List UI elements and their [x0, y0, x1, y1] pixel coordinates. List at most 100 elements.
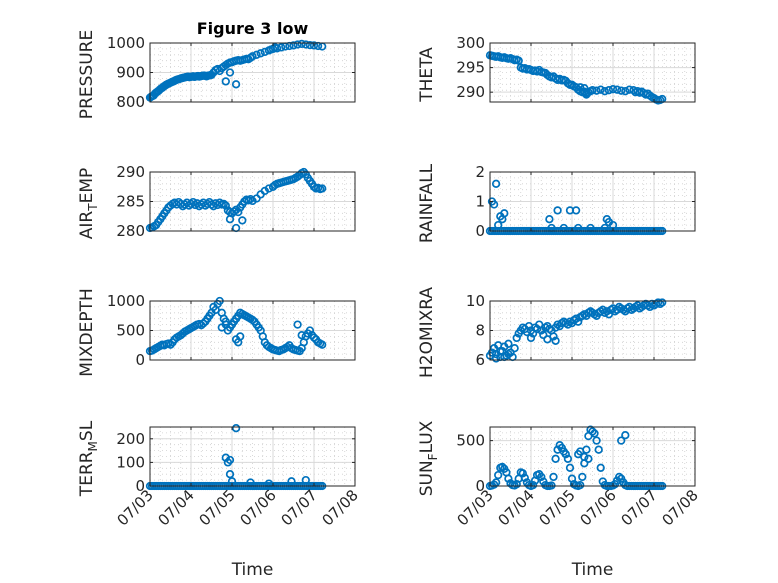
- y-tick-label: 290: [456, 83, 485, 101]
- data-point: [532, 324, 542, 334]
- subplot-theta: 290 295 300 THETA: [417, 34, 696, 105]
- data-point: [574, 317, 583, 326]
- data-point: [225, 455, 235, 465]
- subplot-rainfall: 0 1 2 RAINFALL: [417, 163, 696, 243]
- y-tick-label: 295: [456, 59, 485, 77]
- data-point: [617, 436, 626, 445]
- subplot-terr-msl: 010020007/0307/0407/0507/0607/0707/08TER…: [77, 420, 362, 580]
- data-point: [576, 447, 585, 456]
- data-point: [217, 323, 226, 332]
- data-point: [615, 472, 624, 482]
- axes-frame: [489, 42, 696, 103]
- data-point: [543, 335, 552, 344]
- data-point: [309, 41, 319, 50]
- y-axis-label: THETA: [417, 47, 437, 103]
- y-tick-label: 0: [475, 477, 485, 495]
- data-point: [561, 450, 570, 459]
- x-tick-label: 07/06: [577, 486, 620, 529]
- data-point: [658, 298, 667, 307]
- y-tick-label: 200: [116, 430, 145, 448]
- data-point: [504, 474, 513, 483]
- data-point: [510, 344, 519, 353]
- data-point: [563, 454, 573, 463]
- y-axis-label: AIRTEMP: [77, 168, 100, 239]
- data-point: [301, 40, 310, 49]
- data-point: [219, 199, 228, 209]
- data-point: [491, 354, 501, 363]
- y-tick-label: 900: [116, 64, 145, 82]
- x-axis-label: Time: [571, 560, 614, 580]
- y-tick-label: 0: [135, 351, 145, 369]
- data-point: [608, 85, 618, 94]
- data-point: [526, 333, 536, 343]
- x-tick-label: 07/04: [495, 486, 538, 529]
- subplot-sunflux: 050007/0307/0407/0507/0607/0707/08SUNFLU…: [417, 420, 702, 580]
- data-point: [238, 216, 247, 225]
- x-tick-label: 07/08: [319, 486, 362, 529]
- x-tick-label: 07/07: [618, 486, 661, 529]
- data-point: [225, 68, 235, 77]
- data-point: [266, 45, 276, 54]
- data-point: [596, 85, 605, 94]
- subplot-pressure: 800 900 1000 PRESSURE Figure 3 low: [77, 19, 356, 119]
- y-tick-label: 285: [116, 193, 145, 211]
- x-tick-label: 07/04: [155, 486, 198, 529]
- data-point: [549, 472, 558, 482]
- data-point: [528, 480, 538, 490]
- data-point: [318, 340, 327, 349]
- data-point: [264, 479, 274, 488]
- data-point: [236, 332, 245, 341]
- x-tick-label: 07/05: [536, 486, 579, 529]
- y-tick-label: 10: [466, 292, 485, 310]
- subplot-h2omixra: 6 8 10 H2OMIXRA: [417, 287, 696, 378]
- data-point: [221, 77, 230, 86]
- axes-frame: [149, 426, 356, 487]
- y-tick-label: 1000: [107, 292, 145, 310]
- data-point: [551, 336, 560, 345]
- data-point: [305, 40, 315, 50]
- axes-frame: [489, 426, 696, 487]
- data-point: [225, 470, 235, 479]
- data-point: [576, 83, 585, 92]
- data-point: [588, 427, 597, 436]
- data-point: [252, 50, 261, 59]
- y-axis-label: PRESSURE: [77, 30, 97, 119]
- data-point: [545, 215, 554, 224]
- data-point: [252, 194, 261, 203]
- y-tick-label: 0: [475, 222, 485, 240]
- data-point: [256, 49, 265, 58]
- data-point: [578, 472, 587, 482]
- data-point: [231, 424, 241, 433]
- data-point: [221, 317, 230, 326]
- data-point: [494, 470, 503, 480]
- x-tick-label: 07/08: [659, 486, 702, 529]
- data-point: [590, 429, 599, 438]
- y-axis-label: SUNFLUX: [417, 420, 440, 496]
- data-point: [234, 207, 243, 217]
- data-point: [494, 220, 503, 230]
- y-tick-label: 100: [116, 453, 145, 471]
- subplot-mixdepth: 0 500 1000 MIXDEPTH: [77, 288, 356, 377]
- x-tick-label: 07/07: [278, 486, 321, 529]
- data-point: [539, 330, 548, 340]
- y-tick-label: 8: [475, 322, 485, 340]
- data-point: [225, 215, 235, 224]
- data-point: [496, 347, 505, 356]
- data-point: [487, 348, 497, 357]
- data-point: [305, 326, 315, 335]
- data-point: [580, 452, 589, 462]
- data-point: [520, 473, 529, 482]
- data-point: [592, 436, 601, 445]
- data-point: [514, 56, 523, 65]
- data-point: [592, 86, 601, 95]
- y-tick-label: 1000: [107, 34, 145, 52]
- y-tick-label: 6: [475, 351, 485, 369]
- data-point: [231, 80, 241, 89]
- data-point: [221, 453, 230, 462]
- data-point: [270, 43, 280, 52]
- data-point: [621, 87, 630, 96]
- data-point: [293, 320, 302, 329]
- data-point: [289, 41, 298, 50]
- figure-title: Figure 3 low: [197, 19, 309, 38]
